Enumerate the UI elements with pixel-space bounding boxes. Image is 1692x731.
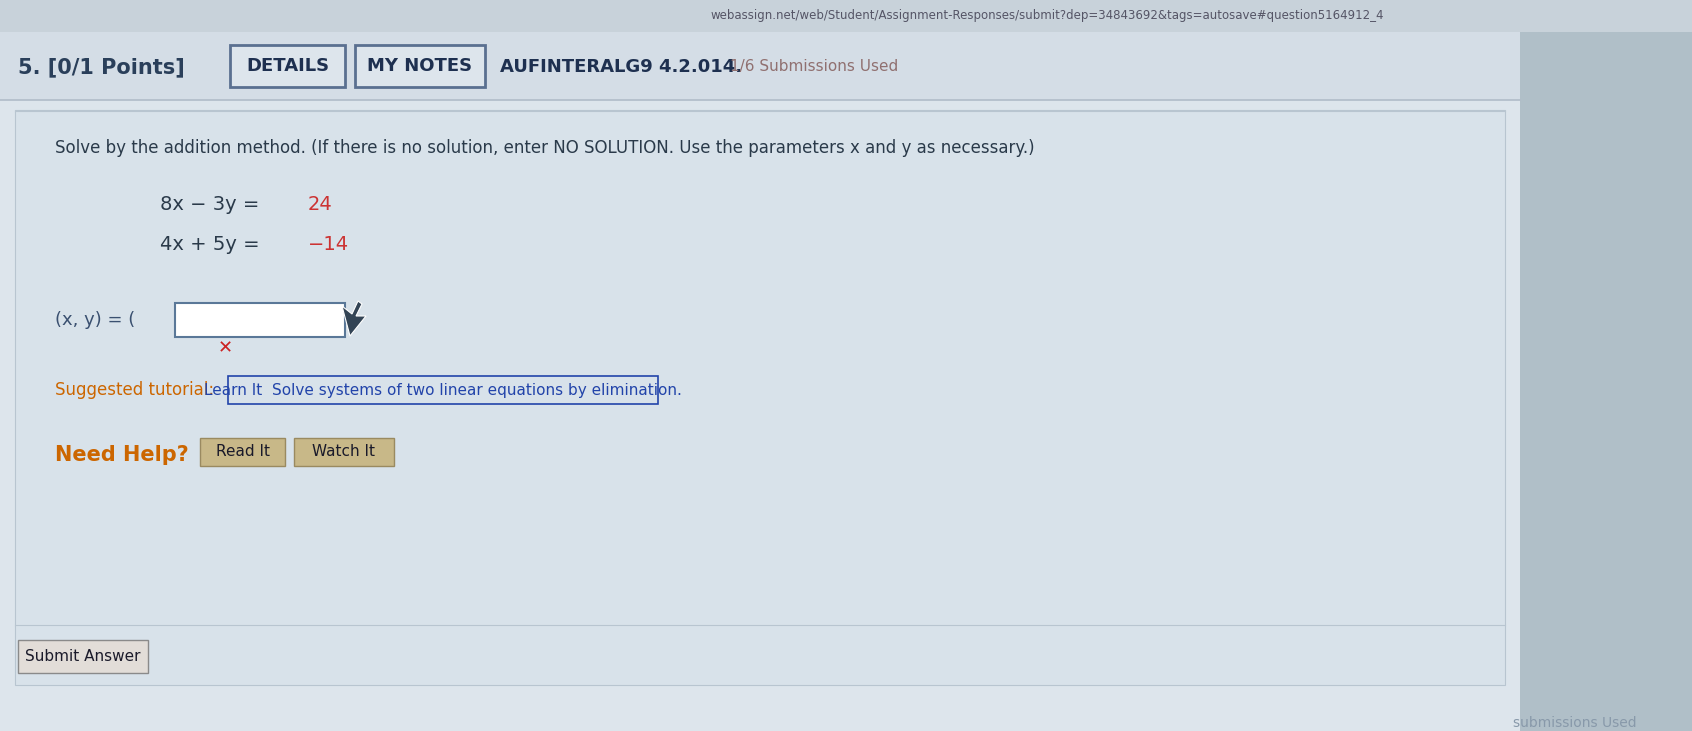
Text: AUFINTERALG9 4.2.014.: AUFINTERALG9 4.2.014. [501, 58, 743, 76]
Bar [174, 303, 345, 337]
Text: Suggested tutorial:: Suggested tutorial: [56, 381, 215, 399]
FancyBboxPatch shape [294, 438, 394, 466]
Text: MY NOTES: MY NOTES [367, 57, 472, 75]
Text: webassign.net/web/Student/Assignment-Responses/submit?dep=34843692&tags=autosave: webassign.net/web/Student/Assignment-Res… [711, 10, 1384, 23]
FancyBboxPatch shape [19, 640, 147, 673]
Text: 5. [0/1 Points]: 5. [0/1 Points] [19, 57, 184, 77]
Bar [1519, 0, 1692, 731]
Text: Solve by the addition method. (If there is no solution, enter NO SOLUTION. Use t: Solve by the addition method. (If there … [56, 139, 1034, 157]
FancyBboxPatch shape [200, 438, 284, 466]
Bar [15, 110, 1504, 685]
Text: −14: −14 [308, 235, 349, 254]
Text: Need Help?: Need Help? [56, 445, 190, 465]
Text: Watch It: Watch It [313, 444, 376, 460]
Text: Learn It  Solve systems of two linear equations by elimination.: Learn It Solve systems of two linear equ… [205, 382, 682, 398]
Text: submissions Used: submissions Used [1513, 716, 1636, 730]
Bar [0, 32, 1519, 731]
Text: Submit Answer: Submit Answer [25, 649, 140, 664]
Text: 8x − 3y =: 8x − 3y = [161, 195, 266, 214]
Text: 1/6 Submissions Used: 1/6 Submissions Used [729, 59, 898, 75]
Bar [0, 0, 1692, 32]
Text: ✕: ✕ [218, 339, 232, 357]
FancyBboxPatch shape [355, 45, 486, 87]
FancyBboxPatch shape [230, 45, 345, 87]
Bar [0, 32, 1519, 100]
Text: 24: 24 [308, 195, 333, 214]
Text: Read It: Read It [215, 444, 269, 460]
Text: DETAILS: DETAILS [245, 57, 328, 75]
Text: 4x + 5y =: 4x + 5y = [161, 235, 266, 254]
Polygon shape [342, 301, 365, 336]
Text: (x, y) = (: (x, y) = ( [56, 311, 135, 329]
